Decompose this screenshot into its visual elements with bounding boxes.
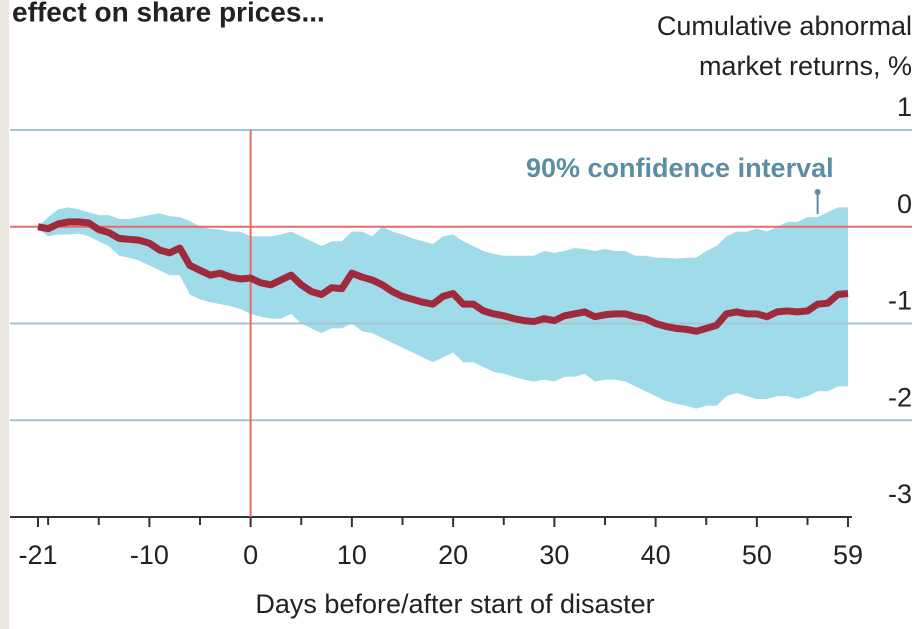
y-axis-label: Cumulative abnormal xyxy=(657,11,912,41)
chart-title: effect on share prices... xyxy=(12,0,325,27)
x-axis-label: Days before/after start of disaster xyxy=(255,589,654,619)
y-axis-label: market returns, % xyxy=(699,51,912,81)
y-tick-label: -1 xyxy=(888,286,912,316)
x-tick-label: 20 xyxy=(438,540,468,570)
confidence-band xyxy=(38,207,848,409)
annotation: 90% confidence interval xyxy=(526,153,834,183)
y-tick-label: -3 xyxy=(888,479,912,509)
x-tick-label: 40 xyxy=(641,540,671,570)
data-line xyxy=(37,218,849,335)
x-tick-label: 50 xyxy=(742,540,772,570)
y-tick-label: -2 xyxy=(888,382,912,412)
y-tick-label: 1 xyxy=(897,92,912,122)
x-tick-label: -21 xyxy=(18,540,57,570)
x-tick-label: -10 xyxy=(130,540,169,570)
x-tick-label: 59 xyxy=(833,540,863,570)
x-tick-label: 30 xyxy=(539,540,569,570)
left-strip xyxy=(0,0,9,629)
x-tick-label: 0 xyxy=(243,540,258,570)
x-tick-label: 10 xyxy=(337,540,367,570)
y-tick-label: 0 xyxy=(897,189,912,219)
